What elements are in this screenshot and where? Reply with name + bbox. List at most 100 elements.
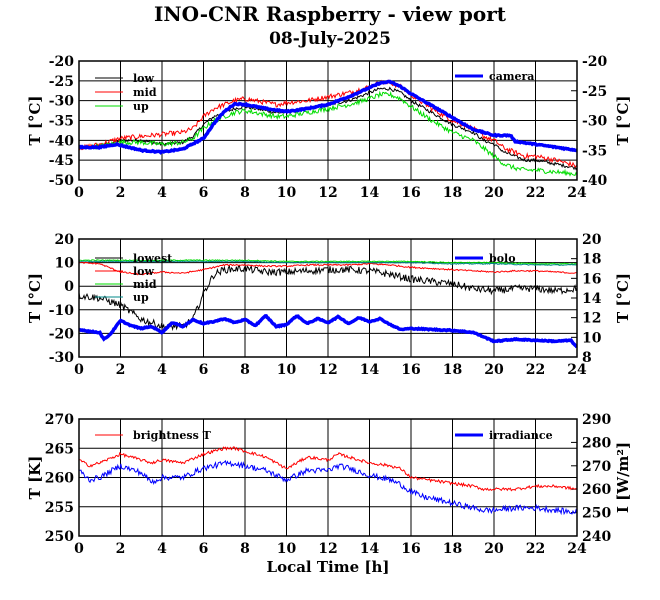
x-tick-label: 4 bbox=[157, 185, 167, 201]
x-tick-label: 0 bbox=[74, 362, 84, 378]
y2-tick-label: 14 bbox=[582, 291, 602, 307]
x-tick-label: 8 bbox=[240, 185, 250, 201]
y2-tick-label: 20 bbox=[582, 232, 602, 248]
y-tick-label: 10 bbox=[55, 256, 75, 272]
x-tick-label: 8 bbox=[240, 541, 250, 557]
y-axis-label: T [°C] bbox=[26, 95, 44, 145]
y-tick-label: -20 bbox=[49, 326, 75, 342]
y-tick-label: 20 bbox=[55, 232, 75, 248]
chart-panel-3: 0 2 4 6 8 10 12 14 16 18 20 22 242502552602652702402… bbox=[26, 412, 632, 576]
legend-label: up bbox=[133, 100, 149, 113]
y2-axis-label: I [W/m²] bbox=[614, 442, 632, 513]
series-line-mid bbox=[79, 79, 577, 168]
x-tick-label: 18 bbox=[443, 362, 462, 378]
y2-axis-label: T [°C] bbox=[614, 95, 632, 145]
chart-title: INO-CNR Raspberry - view port bbox=[154, 2, 507, 26]
x-tick-label: 20 bbox=[484, 541, 504, 557]
series-line-up bbox=[79, 260, 577, 266]
y-tick-label: 260 bbox=[45, 471, 74, 487]
x-tick-label: 20 bbox=[484, 362, 504, 378]
plot-frame bbox=[78, 238, 578, 358]
x-tick-label: 16 bbox=[401, 362, 420, 378]
plot-frame bbox=[78, 60, 578, 181]
x-tick-label: 14 bbox=[360, 362, 380, 378]
chart-subtitle: 08-July-2025 bbox=[269, 29, 391, 49]
x-tick-label: 14 bbox=[360, 185, 380, 201]
x-tick-label: 0 bbox=[74, 541, 84, 557]
y-tick-label: -30 bbox=[49, 350, 75, 366]
x-tick-label: 4 bbox=[157, 362, 167, 378]
y-tick-label: 270 bbox=[45, 412, 74, 428]
series-line-lowest bbox=[79, 264, 577, 332]
y-tick-label: -50 bbox=[49, 173, 75, 189]
y-axis-label: T [°C] bbox=[26, 273, 44, 323]
y2-tick-label: -25 bbox=[582, 84, 607, 100]
series-line-irradiance bbox=[79, 459, 577, 516]
y-tick-label: -20 bbox=[49, 54, 75, 70]
legend-label: mid bbox=[133, 278, 157, 291]
series-line-camera bbox=[79, 79, 577, 155]
x-tick-label: 2 bbox=[116, 185, 126, 201]
series-line-mid bbox=[79, 259, 577, 265]
y-tick-label: -45 bbox=[49, 153, 74, 169]
x-tick-label: 22 bbox=[526, 362, 545, 378]
x-tick-label: 16 bbox=[401, 185, 420, 201]
legend-label: camera bbox=[489, 70, 534, 83]
y2-tick-label: 16 bbox=[582, 271, 601, 287]
legend-label: low bbox=[133, 265, 155, 278]
y2-tick-label: 18 bbox=[582, 252, 601, 268]
x-tick-label: 10 bbox=[277, 362, 297, 378]
x-tick-label: 12 bbox=[318, 362, 337, 378]
x-axis-label: Local Time [h] bbox=[267, 558, 390, 576]
x-tick-label: 6 bbox=[199, 362, 209, 378]
x-tick-label: 24 bbox=[567, 541, 587, 557]
y-tick-label: 255 bbox=[45, 500, 74, 516]
y2-tick-label: 240 bbox=[582, 529, 611, 545]
y-tick-label: -30 bbox=[49, 94, 75, 110]
x-tick-label: 14 bbox=[360, 541, 380, 557]
chart-panel-1: 0 2 4 6 8 10 12 14 16 18 20 22 24-50-45-40-35-30-25-… bbox=[26, 54, 632, 201]
x-tick-label: 12 bbox=[318, 541, 337, 557]
y2-tick-label: 280 bbox=[582, 435, 611, 451]
x-tick-label: 16 bbox=[401, 541, 420, 557]
legend-label: up bbox=[133, 291, 149, 304]
series-line-bolo bbox=[79, 314, 577, 349]
y2-tick-label: -30 bbox=[582, 114, 608, 130]
x-tick-label: 6 bbox=[199, 185, 209, 201]
x-tick-label: 10 bbox=[277, 185, 297, 201]
y-tick-label: 0 bbox=[64, 279, 74, 295]
y-tick-label: -40 bbox=[49, 133, 75, 149]
legend-label: bolo bbox=[489, 252, 516, 265]
x-tick-label: 18 bbox=[443, 185, 462, 201]
y2-tick-label: 260 bbox=[582, 482, 611, 498]
series-line-brightness-T bbox=[79, 446, 577, 492]
legend-label: irradiance bbox=[489, 429, 553, 442]
x-tick-label: 2 bbox=[116, 541, 126, 557]
chart-panel-2: 0 2 4 6 8 10 12 14 16 18 20 22 24-30-20-100102081012… bbox=[26, 232, 632, 378]
plot-frame bbox=[78, 418, 578, 537]
x-tick-label: 24 bbox=[567, 362, 587, 378]
y-axis-label: T [K] bbox=[26, 456, 44, 500]
legend-label: low bbox=[133, 72, 155, 85]
y2-tick-label: 250 bbox=[582, 506, 611, 522]
y2-tick-label: -40 bbox=[582, 173, 608, 189]
y-tick-label: 265 bbox=[45, 441, 74, 457]
x-tick-label: 22 bbox=[526, 541, 545, 557]
x-tick-label: 22 bbox=[526, 185, 545, 201]
y2-tick-label: 12 bbox=[582, 311, 601, 327]
y2-tick-label: -35 bbox=[582, 143, 607, 159]
y-tick-label: -35 bbox=[49, 114, 74, 130]
x-tick-label: 24 bbox=[567, 185, 587, 201]
y-tick-label: -25 bbox=[49, 74, 74, 90]
y2-tick-label: 270 bbox=[582, 459, 611, 475]
x-tick-label: 2 bbox=[116, 362, 126, 378]
y-tick-label: -10 bbox=[49, 303, 75, 319]
x-tick-label: 20 bbox=[484, 185, 504, 201]
x-tick-label: 6 bbox=[199, 541, 209, 557]
x-tick-label: 0 bbox=[74, 185, 84, 201]
y2-tick-label: 10 bbox=[582, 330, 602, 346]
series-line-low bbox=[79, 261, 577, 276]
x-tick-label: 10 bbox=[277, 541, 297, 557]
